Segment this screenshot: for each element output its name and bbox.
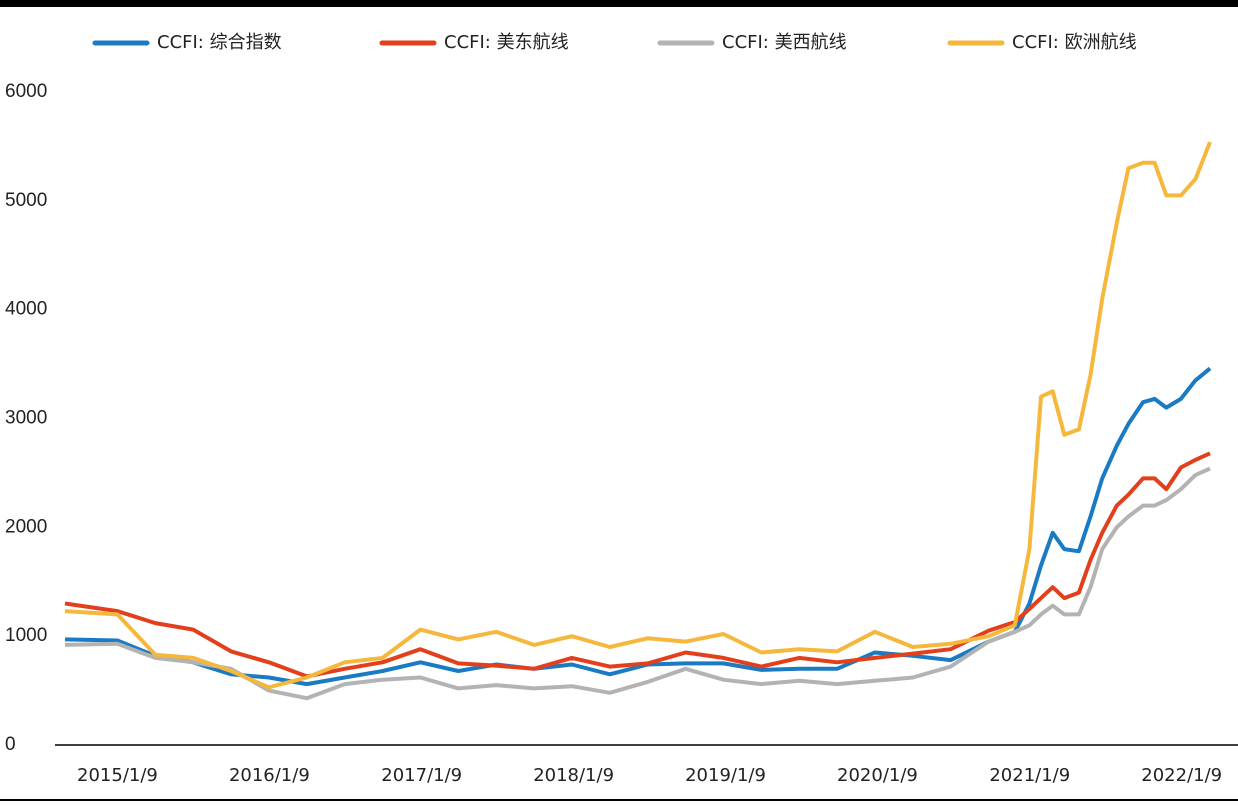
top-rule xyxy=(0,0,1238,7)
x-tick-label: 2021/1/9 xyxy=(989,765,1070,786)
x-tick-label: 2019/1/9 xyxy=(685,765,766,786)
series-line xyxy=(64,466,1211,701)
y-tick-label: 2000 xyxy=(5,516,47,537)
y-tick-label: 6000 xyxy=(5,81,47,102)
series-line xyxy=(64,141,1212,690)
y-tick-label: 1000 xyxy=(5,625,47,646)
x-tick-label: 2017/1/9 xyxy=(381,765,462,786)
series-line xyxy=(64,366,1212,687)
legend-label: CCFI: 综合指数 xyxy=(157,32,282,53)
legend-label: CCFI: 美东航线 xyxy=(444,32,569,53)
y-tick-label: 5000 xyxy=(5,190,47,211)
x-tick-label: 2015/1/9 xyxy=(77,765,158,786)
y-tick-label: 0 xyxy=(5,734,16,755)
series-line xyxy=(64,451,1211,679)
x-tick-label: 2018/1/9 xyxy=(533,765,614,786)
y-tick-label: 4000 xyxy=(5,299,47,320)
x-tick-label: 2022/1/9 xyxy=(1141,765,1222,786)
y-tick-label: 3000 xyxy=(5,408,47,429)
x-tick-label: 2016/1/9 xyxy=(229,765,310,786)
legend-label: CCFI: 欧洲航线 xyxy=(1012,32,1137,53)
legend-label: CCFI: 美西航线 xyxy=(722,32,847,53)
x-tick-label: 2020/1/9 xyxy=(837,765,918,786)
